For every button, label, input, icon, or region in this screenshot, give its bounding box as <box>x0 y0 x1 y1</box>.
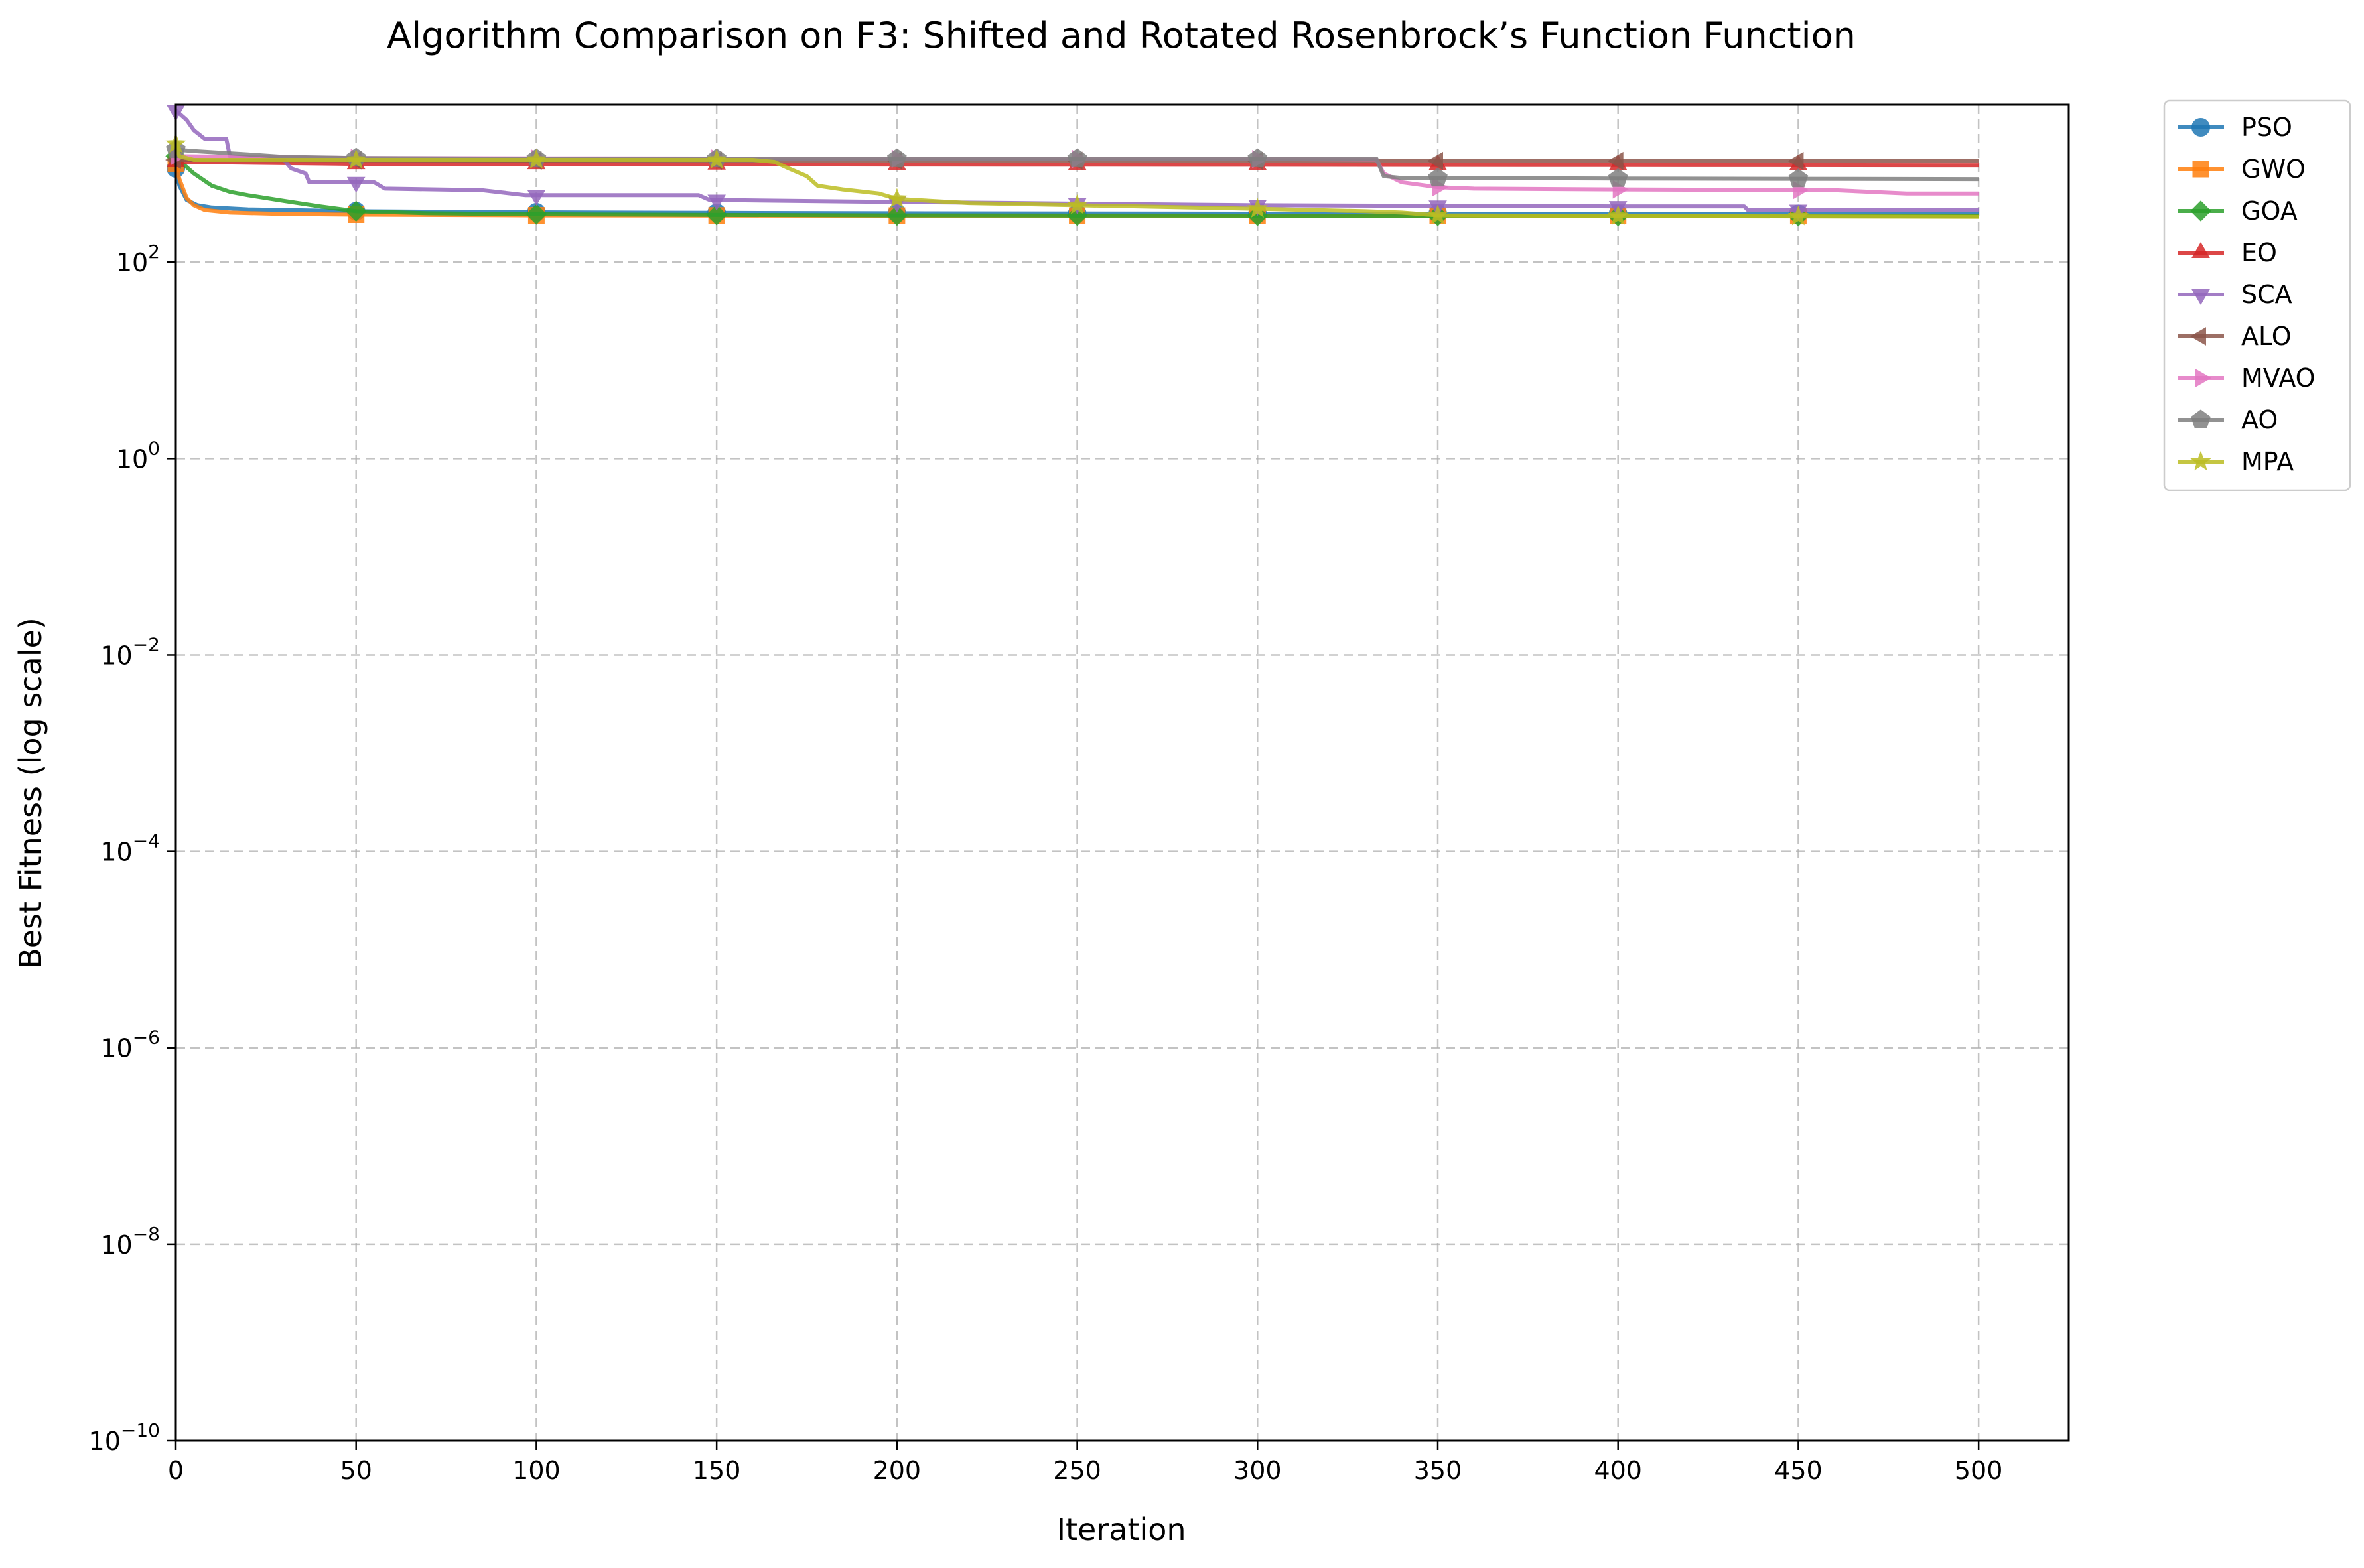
data-point-goa <box>345 200 367 222</box>
legend-marker <box>2191 242 2210 258</box>
legend-marker <box>2190 200 2211 222</box>
y-axis-label: Best Fitness (log scale) <box>13 618 48 969</box>
y-tick-label: 10−4 <box>100 830 160 867</box>
legend-item-mpa: MPA <box>2178 447 2294 476</box>
legend-label: SCA <box>2241 280 2292 309</box>
legend-item-eo: EO <box>2178 238 2277 267</box>
y-tick-label: 102 <box>116 241 160 277</box>
data-point-sca <box>707 194 726 211</box>
legend-item-alo: ALO <box>2178 322 2292 351</box>
x-tick-label: 100 <box>512 1456 561 1485</box>
legend-item-gwo: GWO <box>2178 155 2306 184</box>
legend-marker <box>2191 118 2210 137</box>
legend-marker <box>2195 369 2211 387</box>
legend-label: GWO <box>2241 155 2306 184</box>
data-point-ao <box>1247 148 1268 167</box>
x-tick-label: 400 <box>1594 1456 1642 1485</box>
ticks-layer: 0 50 100 150 200 250 300 350 400 450 500 10−10 10−8 1… <box>89 241 2003 1485</box>
x-axis-label: Iteration <box>1056 1512 1186 1547</box>
y-tick-label: 10−2 <box>100 633 160 670</box>
y-tick-label: 10−10 <box>89 1419 160 1456</box>
data-point-alo <box>1787 151 1804 170</box>
legend-marker <box>2191 289 2210 305</box>
y-tick-label: 100 <box>116 437 160 474</box>
data-point-goa <box>886 204 908 226</box>
data-point-mpa <box>1608 205 1629 225</box>
x-tick-label: 200 <box>873 1456 922 1485</box>
x-tick-label: 0 <box>168 1456 184 1485</box>
data-point-sca <box>527 190 546 206</box>
data-point-mpa <box>886 188 908 208</box>
x-tick-label: 500 <box>1955 1456 2003 1485</box>
x-tick-label: 450 <box>1774 1456 1823 1485</box>
legend-item-pso: PSO <box>2178 113 2292 142</box>
series-line-mpa <box>174 143 1979 219</box>
series-line-eo <box>175 160 1979 168</box>
series-layer <box>165 105 1979 227</box>
x-tick-label: 350 <box>1414 1456 1462 1485</box>
data-point-mpa <box>1066 194 1088 214</box>
y-tick-label: 10−6 <box>100 1027 160 1063</box>
data-point-mpa <box>1247 198 1268 218</box>
legend-box <box>2163 99 2351 491</box>
legend-marker <box>2190 327 2206 346</box>
data-point-alo <box>1426 151 1443 170</box>
legend-marker <box>2190 450 2211 471</box>
chart-title: Algorithm Comparison on F3: Shifted and … <box>387 15 1856 56</box>
data-point-goa <box>525 204 547 225</box>
legend-marker <box>2192 161 2209 178</box>
grid-layer <box>174 105 2069 1442</box>
x-tick-label: 50 <box>340 1456 372 1485</box>
data-point-ao <box>1788 168 1809 188</box>
data-point-mpa <box>706 149 727 169</box>
legend-label: ALO <box>2241 322 2292 351</box>
data-point-sca <box>346 176 366 193</box>
data-point-ao <box>1608 168 1628 187</box>
x-tick-label: 150 <box>693 1456 741 1485</box>
data-point-alo <box>1607 151 1624 170</box>
x-tick-label: 300 <box>1233 1456 1282 1485</box>
legend-item-mvao: MVAO <box>2178 363 2316 393</box>
data-point-goa <box>706 204 727 226</box>
legend-label: EO <box>2241 238 2277 267</box>
legend-label: AO <box>2241 405 2278 434</box>
y-tick-label: 10−8 <box>100 1223 160 1260</box>
legend: PSO GWO GOA EO SCA ALO MVAO AO MPA <box>2163 99 2351 491</box>
data-point-ao <box>887 148 907 167</box>
data-point-ao <box>1428 167 1448 187</box>
legend-item-sca: SCA <box>2178 280 2292 309</box>
legend-marker <box>2191 409 2211 428</box>
legend-label: GOA <box>2241 196 2298 226</box>
data-point-ao <box>1067 148 1087 167</box>
plot-frame <box>174 103 2070 1442</box>
x-tick-label: 250 <box>1053 1456 1101 1485</box>
legend-item-ao: AO <box>2178 405 2278 434</box>
legend-item-goa: GOA <box>2178 196 2298 226</box>
legend-label: MVAO <box>2241 363 2316 393</box>
legend-label: PSO <box>2241 113 2292 142</box>
data-point-mpa <box>1787 205 1809 226</box>
data-point-mpa <box>346 149 367 169</box>
legend-label: MPA <box>2241 447 2294 476</box>
data-point-mpa <box>525 149 547 169</box>
data-point-mpa <box>1427 204 1448 224</box>
